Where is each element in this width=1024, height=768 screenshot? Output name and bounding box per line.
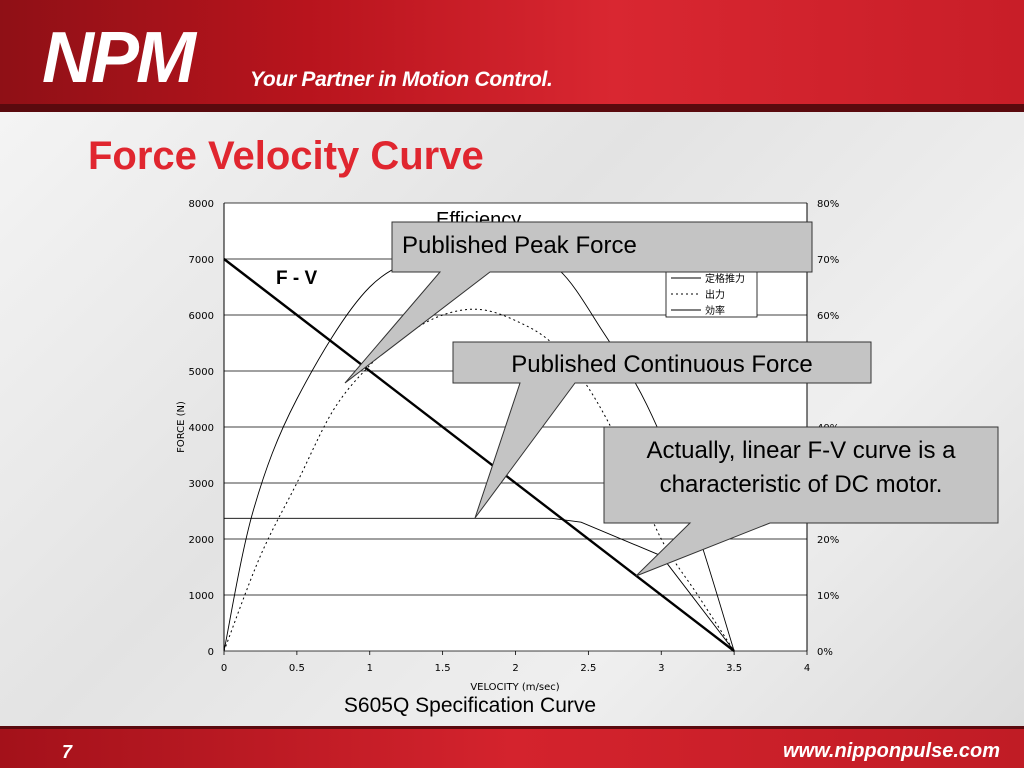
tagline: Your Partner in Motion Control. (250, 68, 553, 91)
fv-label: F - V (276, 268, 317, 289)
x-tick-label: 1 (367, 663, 373, 674)
npm-logo: NPM (42, 18, 196, 98)
callout-note-line1: Actually, linear F-V curve is a (647, 437, 957, 464)
y-tick-label: 0 (208, 647, 214, 658)
x-tick-label: 3 (658, 663, 664, 674)
page-number: 7 (62, 742, 73, 762)
x-tick-label: 1.5 (435, 663, 451, 674)
y-tick-label: 1000 (189, 591, 214, 602)
y2-tick-label: 20% (817, 535, 839, 546)
y-tick-label: 6000 (189, 311, 214, 322)
callout-note-line2: characteristic of DC motor. (660, 471, 943, 498)
callout-peak-text: Published Peak Force (402, 232, 637, 259)
y-tick-label: 5000 (189, 367, 214, 378)
legend-label: 定格推力 (705, 272, 745, 285)
continuous-force-line (224, 517, 735, 652)
y-tick-label: 2000 (189, 535, 214, 546)
y2-tick-label: 60% (817, 311, 839, 322)
callout-peak-force (344, 221, 813, 384)
x-tick-label: 2 (512, 663, 518, 674)
y2-tick-label: 70% (817, 255, 839, 266)
fv-line (223, 258, 735, 652)
y-tick-label: 3000 (189, 479, 214, 490)
x-tick-label: 0 (221, 663, 227, 674)
y2-tick-label: 80% (817, 199, 839, 210)
slide-title: Force Velocity Curve (88, 134, 484, 178)
website-link[interactable]: www.nipponpulse.com (782, 740, 1000, 762)
x-tick-label: 0.5 (289, 663, 305, 674)
footer-bar (0, 726, 1024, 768)
callout-dc-motor-note (603, 426, 999, 577)
y-tick-label: 7000 (189, 255, 214, 266)
header-shadow (0, 104, 1024, 112)
y2-tick-label: 10% (817, 591, 839, 602)
y-axis-label: FORCE (N) (176, 401, 187, 453)
legend-box (665, 266, 758, 318)
x-tick-label: 4 (804, 663, 810, 674)
x-axis-label: VELOCITY (m/sec) (470, 682, 559, 693)
y2-tick-label: 0% (817, 647, 833, 658)
header-bar (0, 0, 1024, 112)
y-tick-label: 4000 (189, 423, 214, 434)
x-tick-label: 3.5 (726, 663, 742, 674)
chart-caption: S605Q Specification Curve (344, 694, 596, 717)
y-tick-label: 8000 (189, 199, 214, 210)
callout-continuous-text: Published Continuous Force (511, 351, 813, 378)
legend-label: 出力 (705, 288, 725, 301)
callout-continuous-force (452, 341, 872, 519)
legend-label: 効率 (705, 304, 725, 317)
x-tick-label: 2.5 (580, 663, 596, 674)
